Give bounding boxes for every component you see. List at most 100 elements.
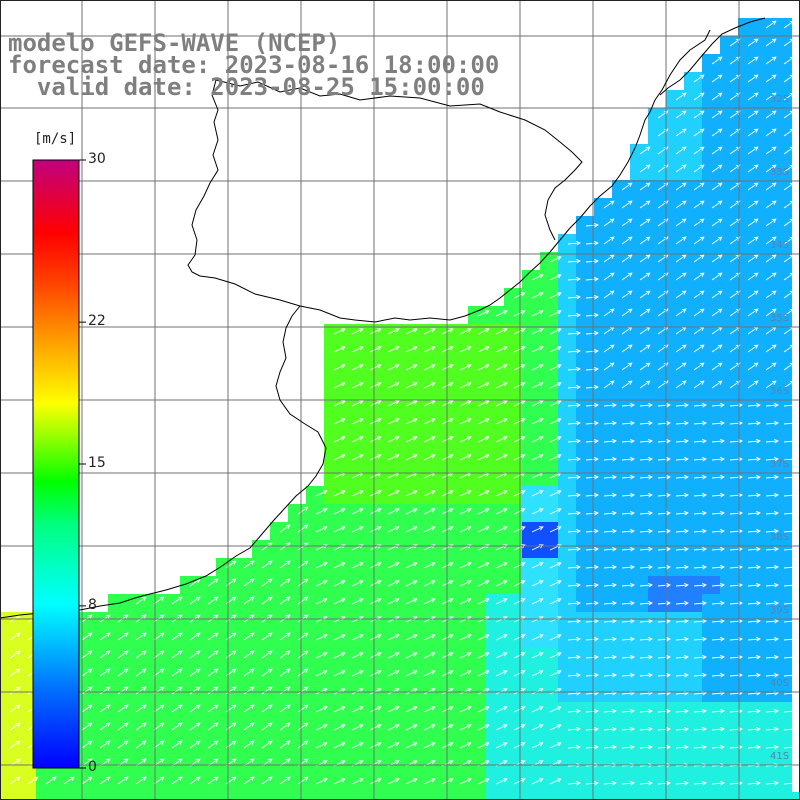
wind-arrow	[639, 422, 652, 425]
wind-arrow	[621, 380, 633, 389]
wind-arrow	[315, 724, 328, 731]
field-cell	[144, 684, 162, 702]
field-cell	[234, 720, 252, 738]
wind-arrow	[639, 728, 652, 731]
wind-arrow-head	[720, 780, 725, 786]
wind-arrow-head	[520, 292, 526, 297]
wind-arrow-head	[699, 308, 705, 313]
wind-arrow	[99, 668, 111, 677]
field-cell	[342, 648, 360, 666]
wind-arrow	[729, 476, 742, 479]
field-cell	[18, 720, 36, 738]
wind-arrow	[765, 548, 778, 551]
wind-arrow	[387, 382, 400, 389]
field-cell	[630, 342, 648, 360]
field-cell	[486, 486, 504, 504]
wind-arrow	[747, 476, 760, 479]
field-cell	[720, 252, 738, 270]
field-cell	[558, 378, 576, 396]
wind-arrow	[765, 272, 777, 281]
field-cell	[630, 378, 648, 396]
wind-arrow-head	[645, 344, 651, 349]
wind-arrow	[117, 668, 129, 677]
wind-arrow-head	[303, 614, 309, 619]
field-cell	[324, 396, 342, 414]
field-cell	[522, 450, 540, 468]
wind-arrow-head	[448, 490, 454, 495]
wind-arrow	[765, 692, 778, 695]
wind-arrow	[711, 476, 724, 479]
wind-arrow	[405, 328, 418, 335]
field-cell	[504, 414, 522, 432]
wind-arrow-head	[484, 778, 490, 783]
wind-arrow	[279, 578, 291, 587]
wind-arrow	[459, 472, 472, 479]
wind-arrow	[693, 380, 705, 389]
wind-arrow	[729, 440, 742, 443]
wind-arrow-head	[502, 670, 508, 675]
wind-arrow	[513, 778, 526, 785]
field-cell	[774, 594, 792, 612]
field-cell	[540, 504, 558, 522]
field-cell	[324, 648, 342, 666]
wind-arrow-head	[627, 380, 633, 385]
field-cell	[540, 612, 558, 630]
field-cell	[234, 612, 252, 630]
wind-arrow	[765, 746, 778, 749]
wind-arrow-head	[358, 328, 364, 333]
field-cell	[414, 522, 432, 540]
wind-arrow-head	[684, 726, 689, 732]
field-cell	[360, 558, 378, 576]
wind-arrow-head	[520, 706, 526, 711]
field-cell	[360, 378, 378, 396]
field-cell	[648, 774, 666, 792]
field-cell	[612, 684, 630, 702]
wind-arrow-head	[594, 636, 599, 642]
wind-arrow	[279, 542, 291, 551]
wind-arrow-head	[702, 600, 707, 606]
field-cell	[450, 486, 468, 504]
wind-arrow-head	[448, 508, 454, 513]
wind-arrow-head	[502, 346, 508, 351]
wind-arrow-head	[612, 510, 617, 516]
wind-arrow	[423, 382, 436, 389]
field-cell	[666, 288, 684, 306]
wind-arrow	[603, 458, 616, 461]
wind-arrow	[549, 670, 562, 677]
wind-arrow-head	[789, 344, 795, 349]
field-cell	[702, 90, 720, 108]
wind-arrow	[585, 224, 598, 227]
field-cell	[630, 648, 648, 666]
wind-arrow-head	[213, 650, 219, 655]
wind-arrow-head	[756, 672, 761, 678]
wind-arrow-head	[681, 128, 687, 133]
wind-arrow	[693, 530, 706, 533]
field-cell	[324, 432, 342, 450]
wind-arrow-head	[774, 726, 779, 732]
wind-arrow-head	[195, 668, 201, 673]
wind-arrow-head	[576, 510, 581, 516]
field-cell	[774, 216, 792, 234]
wind-arrow	[729, 236, 741, 245]
field-cell	[756, 18, 774, 36]
wind-arrow	[675, 638, 688, 641]
field-cell	[612, 306, 630, 324]
wind-arrow-head	[648, 708, 653, 714]
field-cell	[738, 666, 756, 684]
wind-arrow	[189, 722, 201, 731]
wind-arrow	[459, 526, 472, 533]
wind-arrow-head	[394, 760, 400, 765]
field-cell	[648, 576, 666, 594]
field-cell	[558, 522, 576, 540]
field-cell	[720, 234, 738, 252]
wind-arrow	[531, 364, 544, 371]
wind-arrow	[387, 688, 400, 695]
field-cell	[414, 594, 432, 612]
wind-arrow	[171, 704, 183, 713]
field-cell	[756, 270, 774, 288]
wind-arrow-head	[466, 436, 472, 441]
field-cell	[198, 774, 216, 792]
coastline	[0, 17, 766, 619]
field-cell	[612, 666, 630, 684]
wind-arrow	[351, 724, 364, 731]
